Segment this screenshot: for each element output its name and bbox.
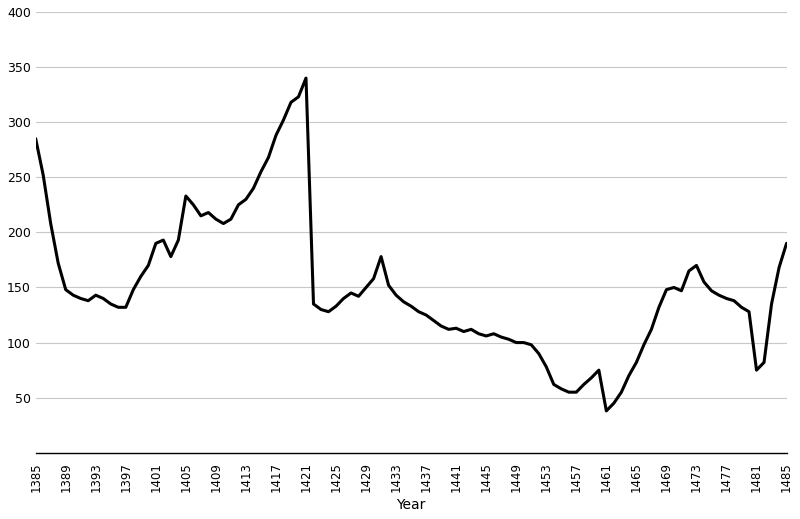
X-axis label: Year: Year bbox=[397, 498, 426, 512]
